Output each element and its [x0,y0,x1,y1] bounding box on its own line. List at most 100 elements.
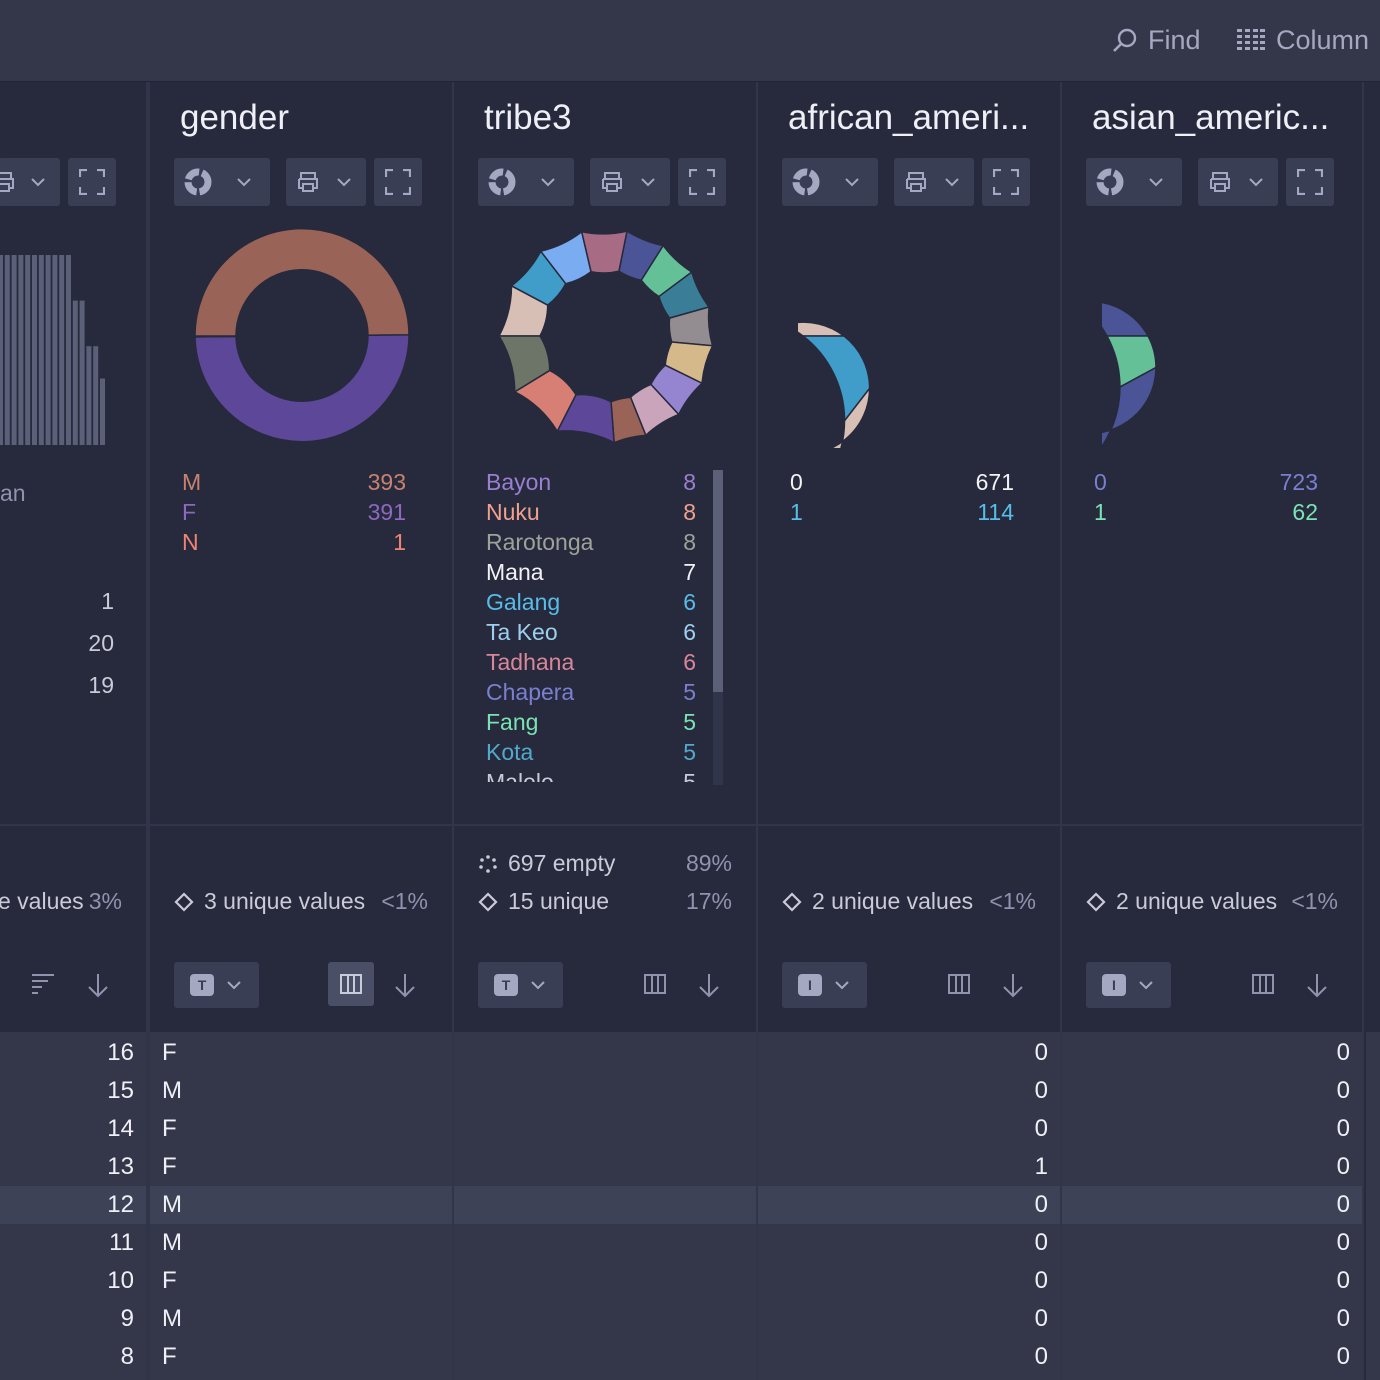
table-cell[interactable] [454,1338,756,1376]
legend-row[interactable]: Bayon 8 [486,467,696,497]
donut-slice[interactable] [497,335,551,394]
legend-row[interactable]: M 393 [182,467,406,497]
sort-arrow-down-icon[interactable] [1001,972,1025,1000]
scrollbar-thumb[interactable] [713,470,723,692]
type-dropdown[interactable]: T [478,962,563,1008]
donut-slice[interactable] [194,227,410,338]
donut-slice[interactable] [1105,335,1157,389]
chart-type-dropdown[interactable] [478,158,574,206]
table-cell[interactable]: 0 [1034,1229,1048,1256]
type-dropdown[interactable]: I [1086,962,1171,1008]
table-cell[interactable]: 0 [1034,1267,1048,1294]
table-cell[interactable]: M [150,1186,452,1224]
column-title[interactable]: african_ameri... [788,98,1030,137]
print-dropdown-button[interactable] [286,158,366,206]
expand-button[interactable] [374,158,422,206]
table-cell[interactable] [454,1224,756,1262]
type-dropdown[interactable]: I [782,962,867,1008]
chart-type-dropdown[interactable] [782,158,878,206]
table-cell[interactable]: 0 [1336,1077,1350,1104]
table-cell[interactable]: 0 [1034,1343,1048,1370]
table-cell[interactable]: 12 [0,1186,146,1224]
histogram-bar[interactable] [45,255,51,445]
table-cell[interactable]: M [162,1305,182,1332]
table-cell[interactable]: 10 [107,1267,134,1294]
histogram-bar[interactable] [25,255,31,445]
table-cell[interactable] [454,1110,756,1148]
expand-button[interactable] [68,158,116,206]
column-width-button[interactable] [328,962,374,1006]
histogram-bar[interactable] [72,300,78,445]
table-cell[interactable]: F [162,1343,177,1370]
expand-button[interactable] [678,158,726,206]
table-cell[interactable]: 1 [1034,1153,1048,1180]
table-cell[interactable] [454,1262,756,1300]
histogram-bar[interactable] [32,255,37,445]
legend-row[interactable]: 1 114 [790,497,1014,527]
histogram-bar[interactable] [100,378,105,446]
legend-row[interactable]: Mana 7 [486,557,696,587]
table-cell[interactable]: 0 [1336,1229,1350,1256]
table-cell[interactable]: F [162,1267,177,1294]
histogram-bar[interactable] [79,300,85,445]
legend-row[interactable]: Nuku 8 [486,497,696,527]
legend-row[interactable]: Tadhana 6 [486,647,696,677]
legend-row[interactable]: Malolo 5 [486,767,696,782]
histogram-bar[interactable] [4,255,10,445]
table-cell[interactable]: F [162,1115,177,1142]
type-dropdown[interactable]: T [174,962,259,1008]
histogram-bar[interactable] [66,255,71,445]
sort-lines-icon[interactable] [30,972,56,998]
histogram-bar[interactable] [11,255,17,445]
histogram-bar[interactable] [0,255,3,445]
table-cell[interactable]: 8 [120,1343,134,1370]
table-cell[interactable] [454,1034,756,1072]
table-cell[interactable]: 0 [1336,1039,1350,1066]
histogram-bar[interactable] [52,255,58,445]
sort-arrow-down-icon[interactable] [697,972,721,1000]
table-cell[interactable]: 0 [1336,1305,1350,1332]
table-cell[interactable]: 13 [107,1153,134,1180]
legend-row[interactable]: Galang 6 [486,587,696,617]
legend-row[interactable]: Chapera 5 [486,677,696,707]
legend-row[interactable]: F 391 [182,497,406,527]
legend-row[interactable]: Ta Keo 6 [486,617,696,647]
donut-slice[interactable] [1102,280,1157,448]
donut-slice[interactable] [800,335,871,423]
table-cell[interactable]: F [162,1039,177,1066]
column-title[interactable]: asian_americ... [1092,98,1330,137]
legend-row[interactable]: 1 62 [1094,497,1318,527]
legend-row[interactable]: Rarotonga 8 [486,527,696,557]
legend-row[interactable]: Kota 5 [486,737,696,767]
histogram-bar[interactable] [93,346,99,445]
expand-button[interactable] [982,158,1030,206]
table-cell[interactable]: 0 [1034,1077,1048,1104]
chart-type-dropdown[interactable] [1086,158,1182,206]
table-cell[interactable]: F [162,1153,177,1180]
chart-type-dropdown[interactable] [174,158,270,206]
column-title[interactable]: gender [180,98,289,137]
column-title[interactable]: tribe3 [484,98,572,137]
print-dropdown-button[interactable] [590,158,670,206]
sort-arrow-down-icon[interactable] [393,972,417,1000]
columns-icon[interactable] [947,973,971,995]
table-cell[interactable]: 9 [120,1305,134,1332]
table-cell[interactable]: 0 [1336,1115,1350,1142]
donut-slice[interactable] [798,314,871,448]
legend-row[interactable]: Fang 5 [486,707,696,737]
columns-icon[interactable] [1251,973,1275,995]
table-cell[interactable] [454,1072,756,1110]
legend-row[interactable]: 0 671 [790,467,1014,497]
columns-icon[interactable] [643,973,667,995]
table-cell[interactable] [454,1186,756,1224]
table-cell[interactable]: 0 [1336,1343,1350,1370]
table-cell[interactable]: M [162,1229,182,1256]
sort-arrow-down-icon[interactable] [1305,972,1329,1000]
table-cell[interactable]: 0 [1062,1186,1362,1224]
legend-row[interactable]: 0 723 [1094,467,1318,497]
legend-scrollbar[interactable] [713,470,723,785]
histogram-bar[interactable] [86,346,92,445]
table-cell[interactable] [454,1148,756,1186]
expand-button[interactable] [1286,158,1334,206]
